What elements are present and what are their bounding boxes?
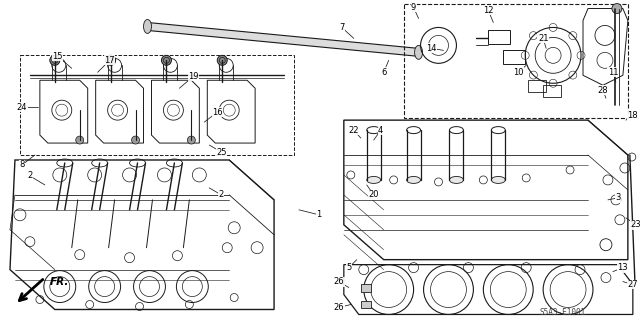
Text: 8: 8 — [19, 160, 24, 169]
Ellipse shape — [367, 176, 381, 183]
Text: 21: 21 — [538, 34, 548, 43]
Text: 27: 27 — [628, 280, 638, 289]
Circle shape — [612, 4, 622, 13]
Text: S5A3-E1001: S5A3-E1001 — [540, 308, 586, 317]
Text: 7: 7 — [339, 23, 344, 32]
Bar — [404, 4, 628, 118]
Text: 10: 10 — [513, 68, 524, 77]
Text: 19: 19 — [188, 72, 198, 81]
Text: 16: 16 — [212, 108, 223, 117]
Ellipse shape — [492, 176, 505, 183]
Text: 2: 2 — [28, 171, 33, 181]
Text: 26: 26 — [333, 303, 344, 312]
Text: 15: 15 — [52, 52, 63, 61]
Text: 25: 25 — [216, 147, 227, 157]
Bar — [488, 30, 510, 44]
Ellipse shape — [449, 176, 463, 183]
Text: 6: 6 — [381, 68, 387, 77]
Text: 12: 12 — [483, 6, 493, 15]
Circle shape — [76, 136, 84, 144]
Bar — [361, 300, 371, 308]
Text: 20: 20 — [369, 190, 379, 199]
Polygon shape — [147, 22, 419, 56]
Text: 22: 22 — [349, 126, 359, 135]
Text: 18: 18 — [628, 111, 638, 120]
Text: 9: 9 — [411, 3, 416, 12]
Text: 1: 1 — [316, 210, 321, 219]
Bar — [543, 85, 561, 97]
Ellipse shape — [415, 45, 422, 59]
Bar — [361, 284, 371, 292]
Bar — [503, 50, 525, 64]
Circle shape — [188, 136, 195, 144]
Circle shape — [132, 136, 140, 144]
Text: 17: 17 — [104, 56, 115, 65]
Ellipse shape — [143, 19, 152, 33]
Text: 11: 11 — [607, 68, 618, 77]
Circle shape — [161, 56, 172, 65]
Text: 26: 26 — [333, 277, 344, 286]
Text: 5: 5 — [346, 263, 351, 272]
Circle shape — [217, 56, 227, 65]
Text: 28: 28 — [598, 86, 608, 95]
Text: 4: 4 — [378, 126, 383, 135]
Text: 3: 3 — [615, 193, 621, 202]
Text: 24: 24 — [17, 103, 27, 112]
Text: 2: 2 — [219, 190, 224, 199]
Text: 13: 13 — [618, 263, 628, 272]
Bar — [528, 80, 546, 92]
Ellipse shape — [406, 176, 420, 183]
Text: FR.: FR. — [50, 277, 69, 286]
Text: 14: 14 — [426, 44, 436, 53]
Circle shape — [50, 56, 60, 65]
Circle shape — [106, 56, 116, 65]
Text: 23: 23 — [630, 220, 640, 229]
